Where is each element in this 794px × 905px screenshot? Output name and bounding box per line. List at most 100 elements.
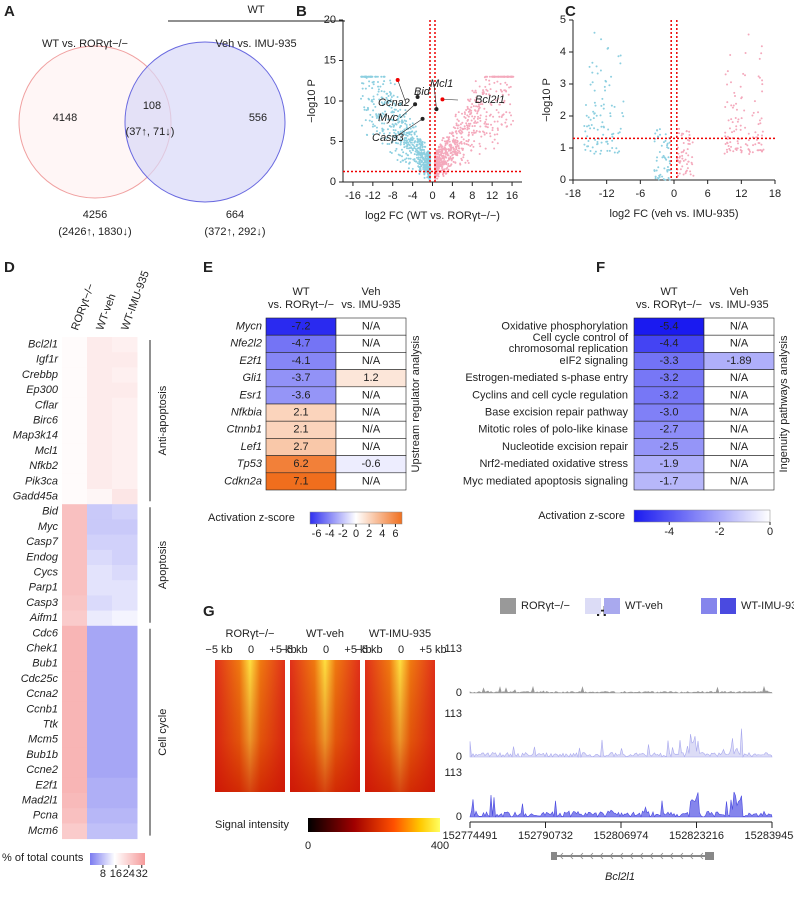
point xyxy=(447,163,449,165)
gene-label: Endog xyxy=(26,551,59,563)
point xyxy=(761,79,763,81)
point xyxy=(377,86,379,88)
point xyxy=(483,108,485,110)
x-tick-label: 152823216 xyxy=(669,830,724,842)
point xyxy=(452,135,454,137)
point xyxy=(407,154,409,156)
y-tick-label: 2 xyxy=(560,110,566,122)
point xyxy=(441,166,443,168)
point xyxy=(419,159,421,161)
point xyxy=(371,87,373,89)
row-label: Ctnnb1 xyxy=(227,424,262,436)
point xyxy=(593,153,595,155)
point xyxy=(402,160,404,162)
y-tick-label: 10 xyxy=(324,95,336,107)
heat-cell xyxy=(62,428,88,444)
point xyxy=(680,168,682,170)
cell-value: -5.4 xyxy=(660,321,679,333)
point xyxy=(683,174,685,176)
point xyxy=(595,151,597,153)
label: (372↑, 292↓) xyxy=(204,226,265,238)
cell-value: N/A xyxy=(362,441,381,453)
point xyxy=(755,136,757,138)
point xyxy=(439,162,441,164)
point xyxy=(451,158,453,160)
heat-cell xyxy=(87,428,113,444)
gene-label: Parp1 xyxy=(29,582,58,594)
panel-letter: F xyxy=(596,259,605,276)
gene-point xyxy=(421,117,425,121)
point xyxy=(409,150,411,152)
x-tick-label: -18 xyxy=(565,188,581,200)
point xyxy=(608,84,610,86)
row-label: Mitotic roles of polo-like kinase xyxy=(478,424,628,436)
heat-cell xyxy=(87,580,113,596)
point xyxy=(381,90,383,92)
column-header: vs. RORγt−/− xyxy=(636,299,702,311)
point xyxy=(681,158,683,160)
y-tick-label: 5 xyxy=(560,14,566,26)
point xyxy=(468,162,470,164)
point xyxy=(510,123,512,125)
point xyxy=(412,168,414,170)
point xyxy=(403,139,405,141)
point xyxy=(426,159,428,161)
point xyxy=(762,149,764,151)
point xyxy=(384,76,386,78)
point xyxy=(469,109,471,111)
point xyxy=(730,146,732,148)
point xyxy=(687,148,689,150)
point xyxy=(405,137,407,139)
colorbar-title: Activation z-score xyxy=(208,512,295,524)
point xyxy=(408,158,410,160)
point xyxy=(685,172,687,174)
cell-value: -1.9 xyxy=(660,458,679,470)
point xyxy=(398,115,400,117)
heat-cell xyxy=(87,519,113,535)
label: WT xyxy=(247,4,264,16)
point xyxy=(601,142,603,144)
cell-value: -0.6 xyxy=(362,458,381,470)
point xyxy=(685,159,687,161)
point xyxy=(421,161,423,163)
point xyxy=(654,133,656,135)
gene-label: Cflar xyxy=(35,399,60,411)
point xyxy=(362,95,364,97)
column-header: WT xyxy=(660,286,677,298)
tick-label: 6 xyxy=(392,528,398,540)
heat-cell xyxy=(62,702,88,718)
gene-label: Nfkb2 xyxy=(29,460,58,472)
point xyxy=(364,109,366,111)
point xyxy=(403,146,405,148)
tick-label: 0 xyxy=(767,526,773,538)
point xyxy=(727,136,729,138)
point xyxy=(445,168,447,170)
point xyxy=(610,115,612,117)
point xyxy=(596,141,598,143)
heat-cell xyxy=(112,413,138,429)
row-label: Lef1 xyxy=(241,441,262,453)
point xyxy=(474,109,476,111)
gene-label: Mcm5 xyxy=(28,734,59,746)
heat-cell xyxy=(87,687,113,703)
point xyxy=(692,175,694,177)
point xyxy=(369,114,371,116)
heat-cell xyxy=(87,823,113,839)
point xyxy=(490,124,492,126)
point xyxy=(609,150,611,152)
point xyxy=(468,100,470,102)
point xyxy=(486,76,488,78)
point xyxy=(471,90,473,92)
heat-cell xyxy=(112,367,138,383)
point xyxy=(604,89,606,91)
point xyxy=(501,114,503,116)
point xyxy=(600,38,602,40)
point xyxy=(443,163,445,165)
legend-label: WT-IMU-935 xyxy=(741,600,794,612)
point xyxy=(683,142,685,144)
heat-cell xyxy=(62,732,88,748)
point xyxy=(457,127,459,129)
point xyxy=(729,141,731,143)
heat-cell xyxy=(112,489,138,505)
point xyxy=(603,103,605,105)
